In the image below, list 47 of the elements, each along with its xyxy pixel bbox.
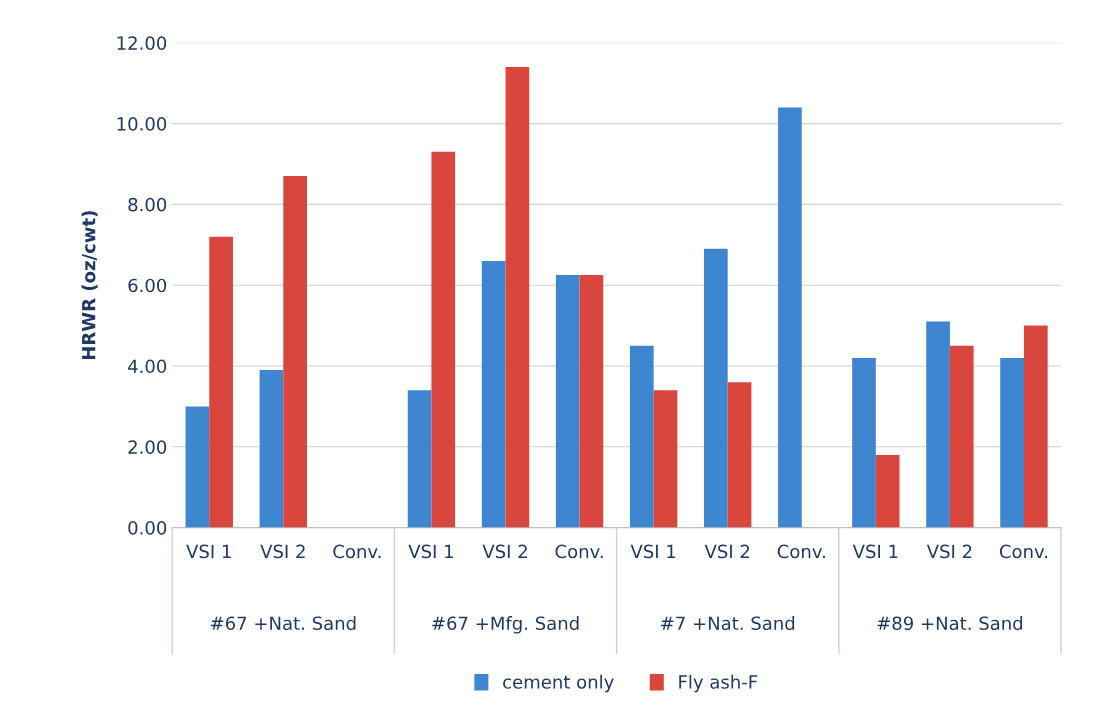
x-tick-label: VSI 1: [630, 544, 676, 559]
y-tick-label: 4.00: [128, 359, 167, 374]
bar: [727, 382, 752, 528]
y-tick-label: 8.00: [128, 197, 167, 212]
x-tick-label: Conv.: [777, 544, 825, 559]
bar: [185, 406, 210, 528]
bar: [1023, 325, 1048, 528]
x-tick-label: VSI 2: [260, 544, 305, 559]
bar: [209, 236, 233, 528]
x-tick-label: Conv.: [555, 544, 603, 559]
text: #7 +Nat. Sand: [661, 616, 795, 631]
bar: [653, 390, 678, 528]
bar: [704, 248, 728, 528]
legend-label: Fly ash-F: [679, 674, 758, 693]
text: #67 +Mfg. Sand: [432, 616, 579, 634]
x-tick-label: VSI 2: [926, 544, 972, 559]
bar: [555, 275, 580, 528]
bar: [1000, 357, 1024, 528]
bar: [778, 107, 802, 528]
bar: [949, 345, 974, 528]
y-tick-label: 12.00: [117, 36, 167, 50]
bar: [505, 67, 530, 528]
text: #67 +Nat. Sand: [210, 616, 356, 631]
x-tick-label: VSI 1: [408, 544, 453, 559]
text: #89 +Nat. Sand: [877, 616, 1023, 631]
x-tick-label: Conv.: [999, 544, 1048, 559]
x-tick-label: Conv.: [333, 544, 381, 559]
bar: [629, 345, 654, 528]
bar: [875, 454, 900, 528]
y-tick-label: 6.00: [128, 278, 167, 293]
x-tick-label: VSI 1: [852, 544, 898, 559]
y-axis-title: HRWR (oz/cwt): [81, 211, 98, 360]
bar: [407, 390, 432, 528]
bar: [259, 370, 284, 528]
bar: [852, 357, 876, 528]
x-tick-label: VSI 1: [186, 544, 231, 559]
y-tick-label: 0.00: [128, 521, 167, 535]
legend-label: cement only: [503, 674, 614, 693]
y-tick-label: 2.00: [128, 440, 167, 454]
bar: [431, 151, 456, 528]
x-tick-label: VSI 2: [482, 544, 527, 559]
y-tick-label: 10.00: [117, 117, 167, 131]
bar: [481, 260, 506, 528]
bar: [926, 321, 950, 528]
bar: [283, 176, 308, 528]
x-tick-label: VSI 2: [704, 544, 750, 559]
bar: [579, 275, 604, 528]
